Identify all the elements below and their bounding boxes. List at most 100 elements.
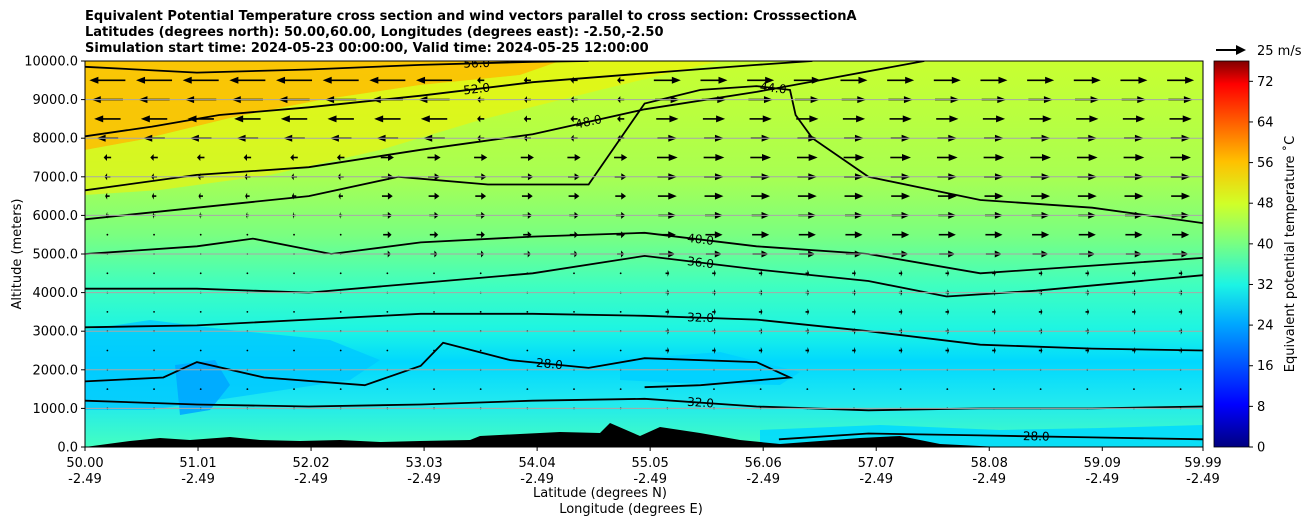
wind-vector-head: [761, 192, 771, 200]
wind-vector: [1171, 192, 1191, 200]
x-tick-label-lon: -2.49: [407, 472, 441, 487]
wind-vector-head: [617, 115, 621, 123]
wind-vector: [433, 272, 435, 275]
wind-vector: [187, 115, 214, 123]
wind-vector-head: [420, 115, 430, 123]
wind-vector-head: [858, 76, 868, 84]
wind-vector: [416, 76, 453, 84]
x-tick-label-lat: 56.06: [745, 456, 782, 471]
wind-vector: [617, 76, 625, 84]
wind-vector-head: [1138, 76, 1148, 84]
wind-vector: [291, 192, 297, 200]
y-axis-label: Altitude (meters): [10, 199, 25, 310]
wind-key-arrowhead: [1236, 45, 1246, 55]
wind-vector-head: [854, 231, 863, 239]
wind-vector: [805, 269, 810, 277]
contour-label: 28.0: [1023, 429, 1050, 443]
wind-vector-head: [477, 76, 481, 84]
wind-vector-head: [1087, 269, 1090, 277]
wind-vector-head: [994, 192, 1004, 200]
contour-label: 32.0: [687, 395, 715, 411]
y-tick-label: 8000.0: [33, 132, 79, 147]
wind-vector: [1167, 76, 1195, 84]
y-tick-label: 7000.0: [33, 170, 79, 185]
wind-vector-head: [1088, 231, 1096, 239]
wind-vector: [1032, 231, 1050, 239]
wind-vector: [151, 192, 157, 200]
contour-line: [85, 61, 813, 138]
wind-vector-head: [807, 308, 810, 316]
contour-label: 44.0: [759, 80, 787, 97]
wind-vector-head: [996, 115, 1006, 123]
x-tick-label-lon: -2.49: [1186, 472, 1220, 487]
wind-vector: [246, 272, 249, 275]
wind-vector: [1076, 154, 1098, 161]
wind-vector: [477, 115, 485, 123]
wind-vector: [474, 154, 488, 161]
wind-vector: [1178, 269, 1183, 277]
wind-vector: [1030, 154, 1051, 161]
wind-vector: [196, 154, 205, 161]
wind-vector-head: [947, 308, 950, 316]
wind-vector: [570, 115, 578, 123]
wind-vector: [1178, 347, 1183, 354]
wind-vector-head: [948, 231, 956, 239]
wind-vector: [1078, 231, 1096, 239]
wind-vector-head: [570, 115, 574, 123]
wind-key: 25 m/s: [1216, 44, 1302, 59]
wind-vector: [105, 192, 110, 200]
wind-vector: [290, 154, 298, 161]
colorbar-tick-label: 40: [1257, 237, 1274, 252]
wind-vector: [479, 272, 482, 275]
wind-vector: [523, 231, 532, 239]
wind-vector: [945, 347, 950, 354]
x-tick-label-lon: -2.49: [68, 472, 102, 487]
wind-vector: [386, 272, 389, 275]
wind-vector: [293, 311, 295, 313]
wind-vector: [619, 349, 622, 352]
wind-vector: [140, 115, 168, 123]
wind-vector-head: [621, 154, 628, 161]
y-tick-label: 4000.0: [33, 286, 79, 301]
wind-vector: [984, 192, 1004, 200]
wind-vector: [852, 269, 856, 277]
contour-line: [85, 61, 925, 192]
wind-vector-head: [668, 231, 676, 239]
wind-vector-head: [1180, 347, 1183, 354]
wind-vector: [852, 308, 856, 316]
wind-vector: [793, 76, 821, 84]
wind-vector-head: [523, 76, 527, 84]
wind-vector-head: [948, 154, 958, 161]
title-line-3: Simulation start time: 2024-05-23 00:00:…: [85, 41, 649, 56]
wind-vector: [946, 388, 949, 390]
wind-vector-head: [994, 347, 996, 354]
wind-vector-head: [245, 192, 248, 200]
colorbar-tick-label: 48: [1257, 197, 1274, 212]
wind-vector: [1178, 308, 1183, 316]
wind-vector-head: [523, 115, 527, 123]
wind-vector-head: [574, 154, 581, 161]
wind-vector: [936, 154, 958, 161]
y-tick-label: 5000.0: [33, 248, 79, 263]
wind-vector: [1132, 347, 1136, 354]
wind-vector: [246, 311, 249, 313]
wind-vector-head: [527, 231, 532, 239]
wind-vector: [898, 347, 903, 354]
wind-vector: [619, 388, 622, 390]
wind-vector-head: [715, 154, 725, 161]
wind-vector: [704, 192, 724, 200]
wind-vector-head: [574, 192, 580, 200]
wind-vector: [136, 76, 173, 84]
wind-vector: [936, 115, 959, 123]
wind-vector-head: [276, 76, 286, 84]
wind-vector-head: [374, 115, 384, 123]
terrain-profile: [85, 423, 1000, 447]
wind-vector-head: [570, 76, 574, 84]
wind-vector: [182, 76, 219, 84]
wind-vector: [153, 388, 155, 390]
wind-vector: [992, 308, 996, 316]
wind-vector: [1085, 347, 1090, 354]
colorbar-tick-label: 0: [1257, 441, 1265, 456]
wind-vector-head: [765, 76, 775, 84]
wind-vector: [106, 311, 109, 313]
